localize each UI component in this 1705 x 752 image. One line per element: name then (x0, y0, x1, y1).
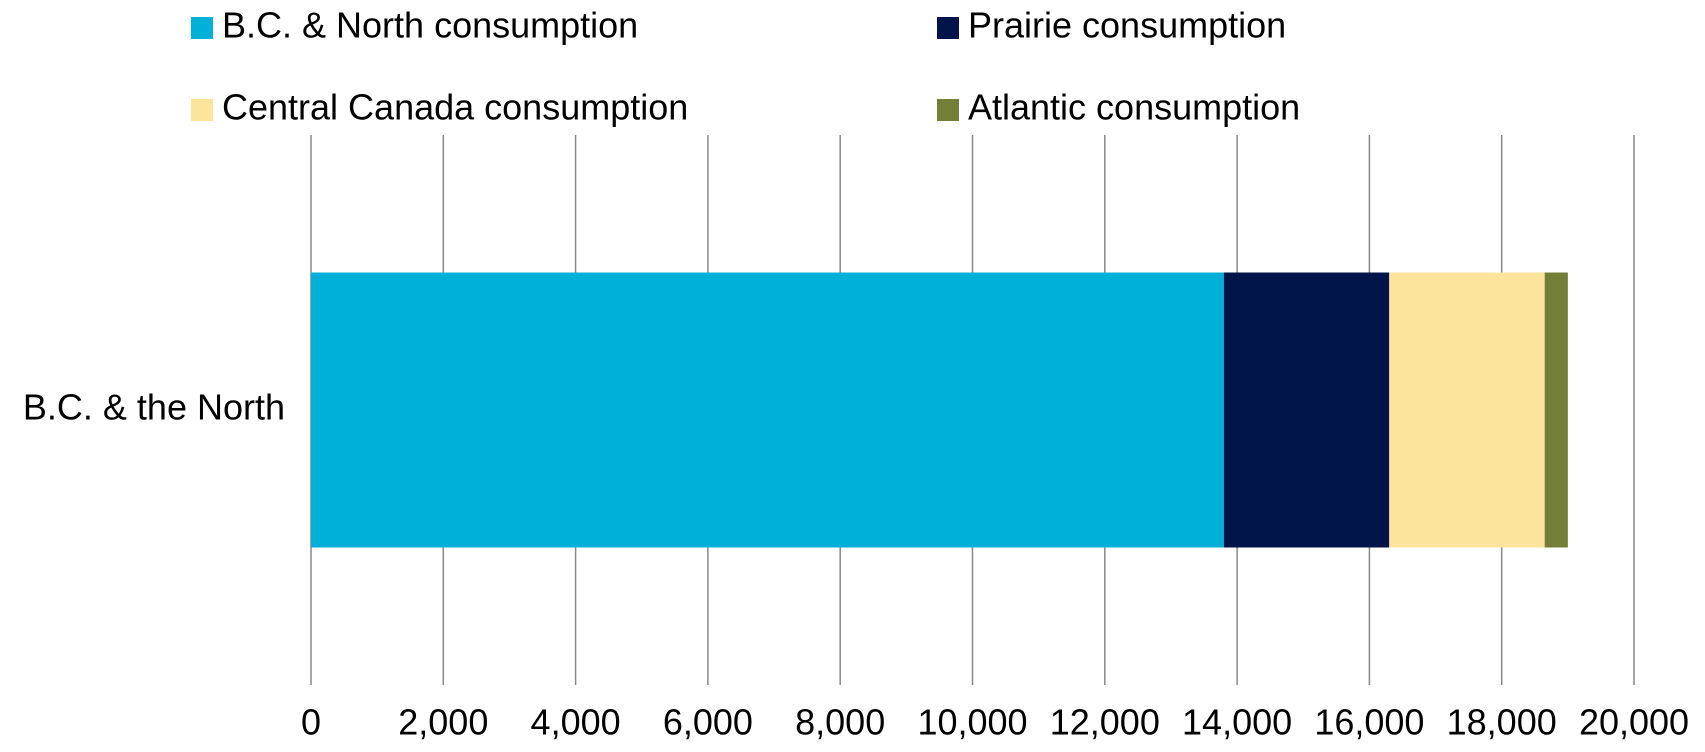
x-tick-label: 2,000 (398, 702, 488, 743)
legend-label: Atlantic consumption (968, 87, 1300, 128)
x-tick-label: 18,000 (1447, 702, 1557, 743)
bar (1223, 272, 1390, 548)
legend-swatch (191, 99, 213, 121)
x-tick-label: 0 (301, 702, 321, 743)
legend-label: Central Canada consumption (222, 87, 688, 128)
x-tick-label: 10,000 (917, 702, 1027, 743)
y-tick-label: B.C. & the North (23, 387, 285, 428)
legend-label: B.C. & North consumption (222, 5, 638, 46)
legend-swatch (937, 17, 959, 39)
legend-swatch (191, 17, 213, 39)
x-tick-label: 8,000 (795, 702, 885, 743)
x-tick-label: 16,000 (1314, 702, 1424, 743)
bar (1389, 272, 1545, 548)
legend-label: Prairie consumption (968, 5, 1286, 46)
x-tick-label: 14,000 (1182, 702, 1292, 743)
x-tick-label: 6,000 (663, 702, 753, 743)
bar (311, 272, 1224, 548)
x-tick-label: 20,000 (1579, 702, 1689, 743)
legend-swatch (937, 99, 959, 121)
bar (1544, 272, 1568, 548)
x-tick-label: 4,000 (531, 702, 621, 743)
x-tick-label: 12,000 (1050, 702, 1160, 743)
